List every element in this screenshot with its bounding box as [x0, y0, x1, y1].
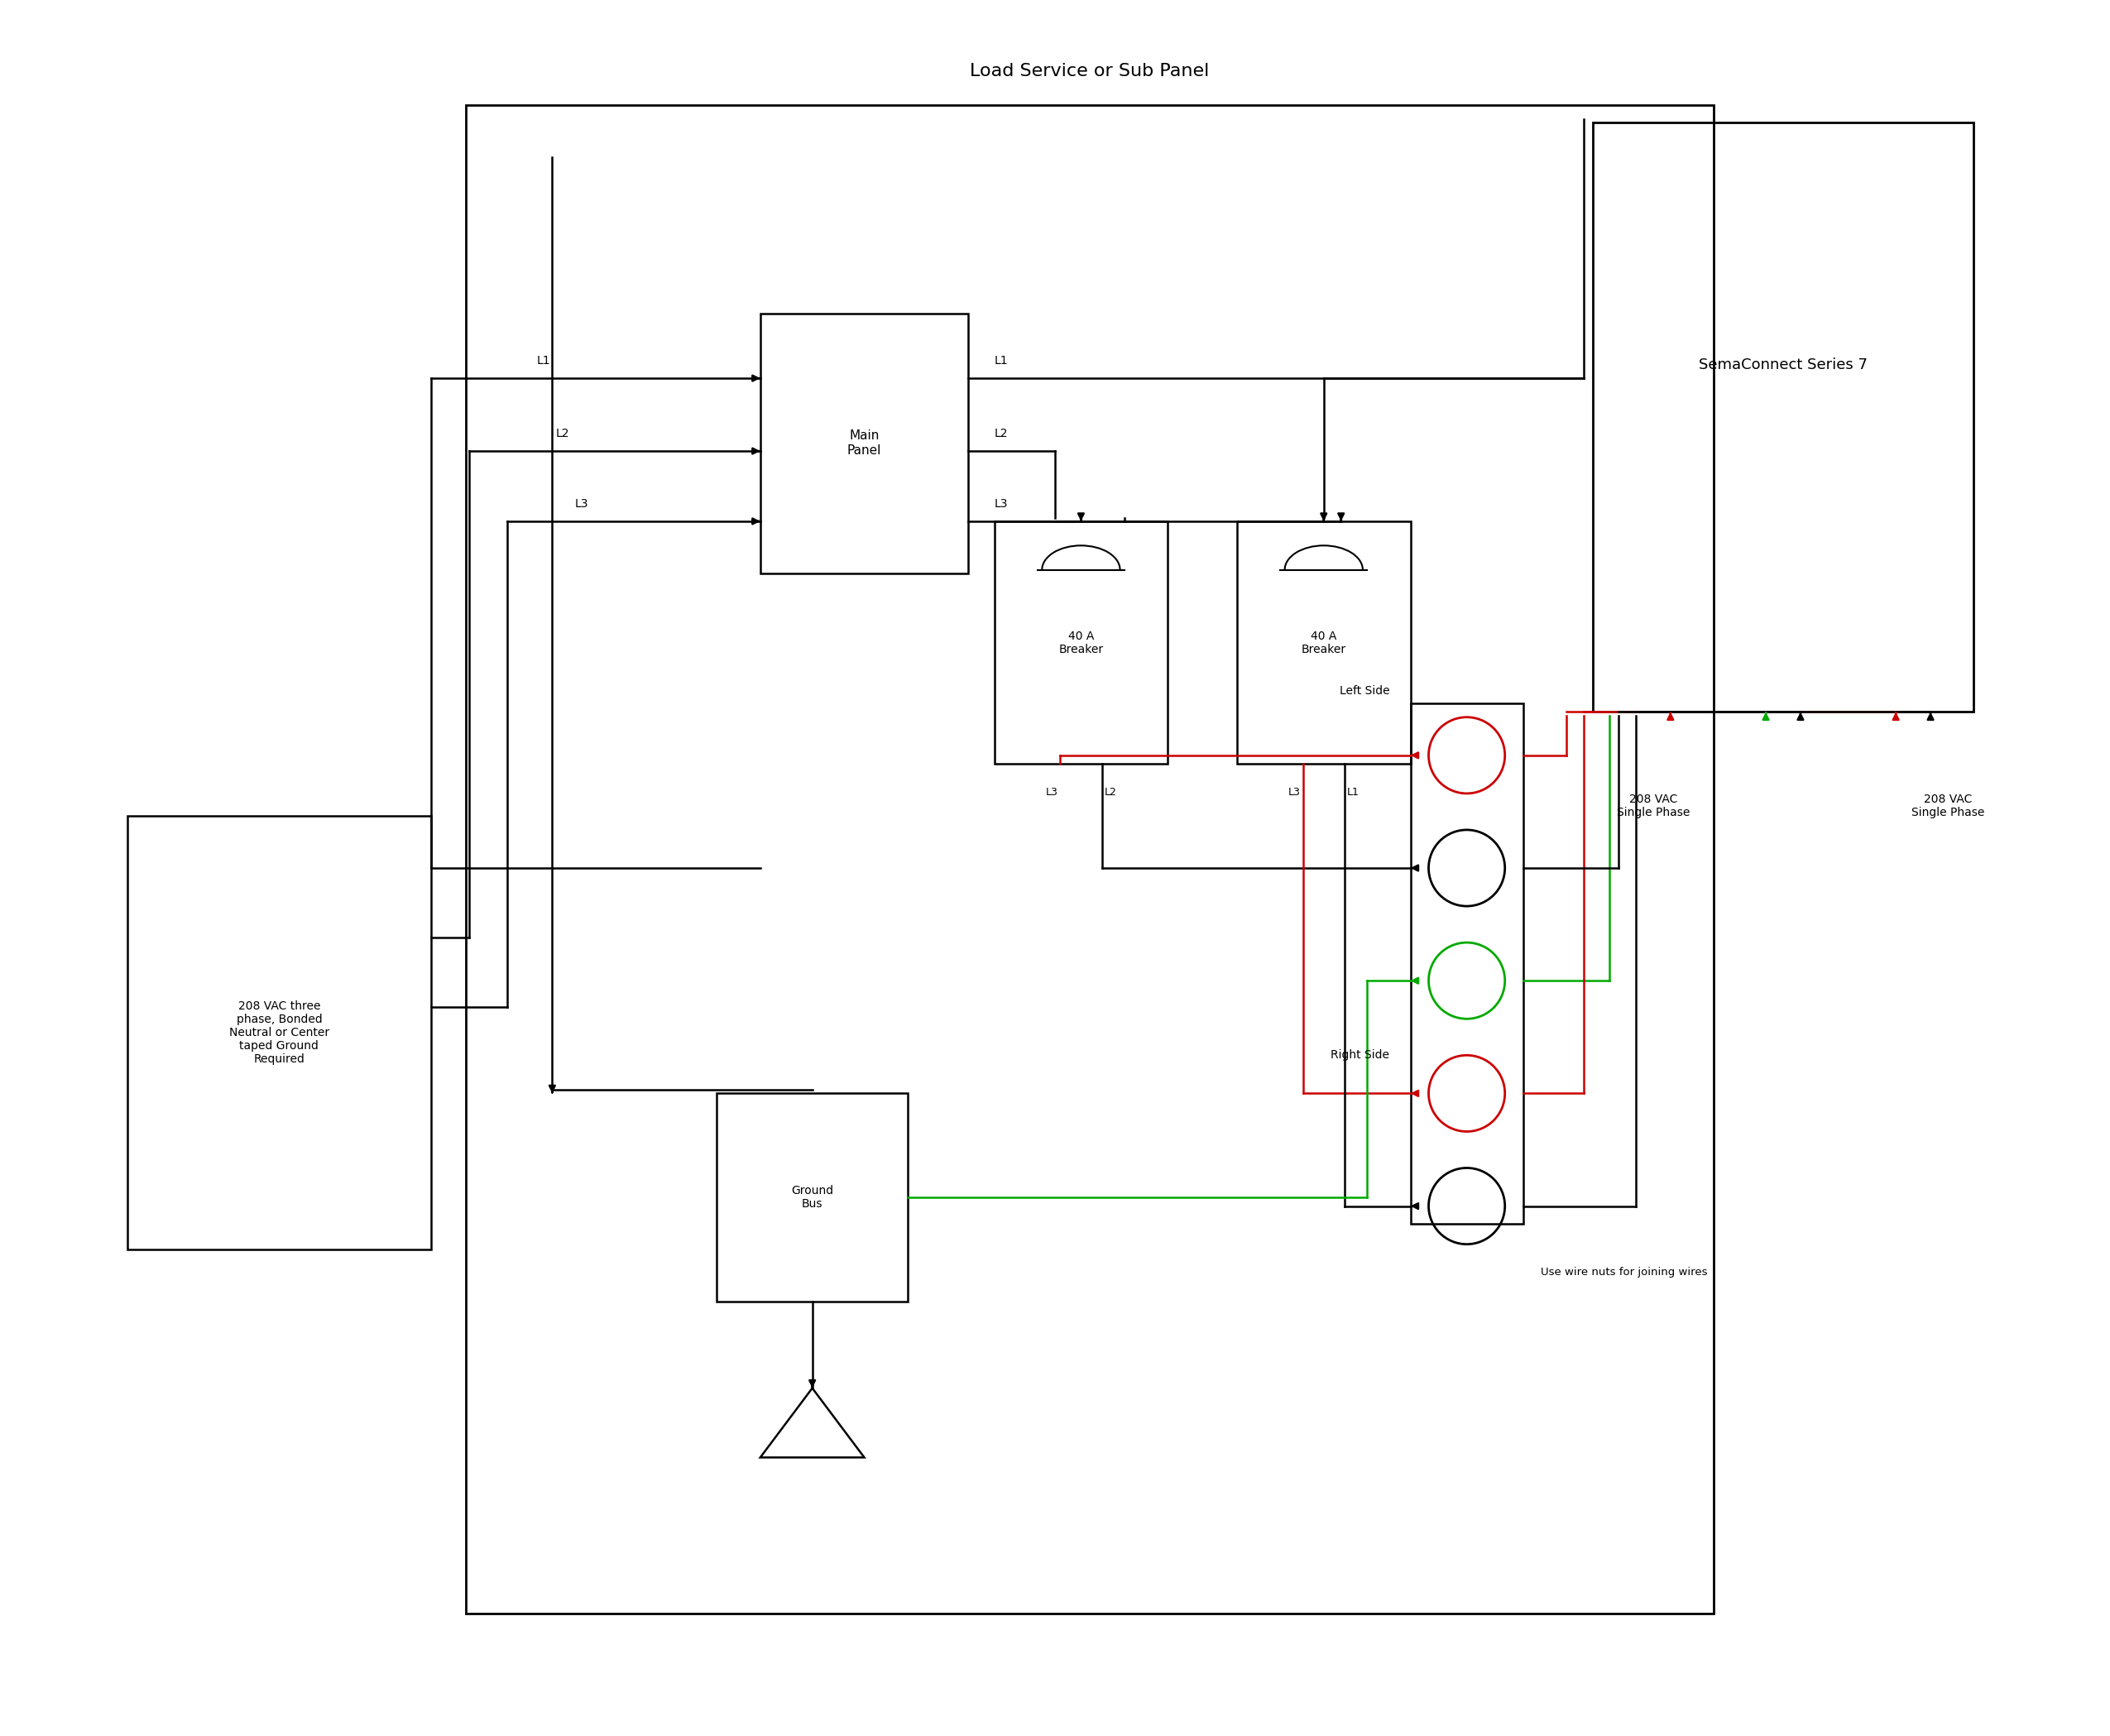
Text: L3: L3 — [1044, 786, 1057, 797]
Bar — [994, 521, 1167, 764]
Text: 40 A
Breaker: 40 A Breaker — [1059, 630, 1104, 654]
Bar — [127, 816, 430, 1250]
Text: L1: L1 — [536, 356, 551, 366]
Bar — [760, 312, 968, 573]
Text: 208 VAC
Single Phase: 208 VAC Single Phase — [1912, 793, 1983, 818]
Text: Load Service or Sub Panel: Load Service or Sub Panel — [971, 62, 1209, 80]
Text: SemaConnect Series 7: SemaConnect Series 7 — [1699, 358, 1867, 373]
Text: 40 A
Breaker: 40 A Breaker — [1302, 630, 1346, 654]
Text: L2: L2 — [1104, 786, 1116, 797]
Text: L3: L3 — [1287, 786, 1300, 797]
Text: Right Side: Right Side — [1331, 1050, 1390, 1061]
Text: L3: L3 — [994, 498, 1009, 510]
Bar — [1236, 521, 1409, 764]
Text: L2: L2 — [555, 429, 570, 439]
Text: Ground
Bus: Ground Bus — [791, 1186, 833, 1210]
Bar — [1593, 123, 1973, 712]
Text: 208 VAC three
phase, Bonded
Neutral or Center
taped Ground
Required: 208 VAC three phase, Bonded Neutral or C… — [230, 1000, 329, 1066]
Text: L2: L2 — [994, 429, 1009, 439]
Text: 208 VAC
Single Phase: 208 VAC Single Phase — [1616, 793, 1690, 818]
Bar — [466, 106, 1713, 1613]
Text: L3: L3 — [574, 498, 589, 510]
Text: L1: L1 — [994, 356, 1009, 366]
Text: Use wire nuts for joining wires: Use wire nuts for joining wires — [1540, 1267, 1707, 1278]
Text: Main
Panel: Main Panel — [848, 431, 882, 457]
Bar — [717, 1094, 907, 1302]
Text: L1: L1 — [1346, 786, 1359, 797]
Text: Left Side: Left Side — [1340, 686, 1390, 698]
Bar — [1409, 703, 1523, 1224]
